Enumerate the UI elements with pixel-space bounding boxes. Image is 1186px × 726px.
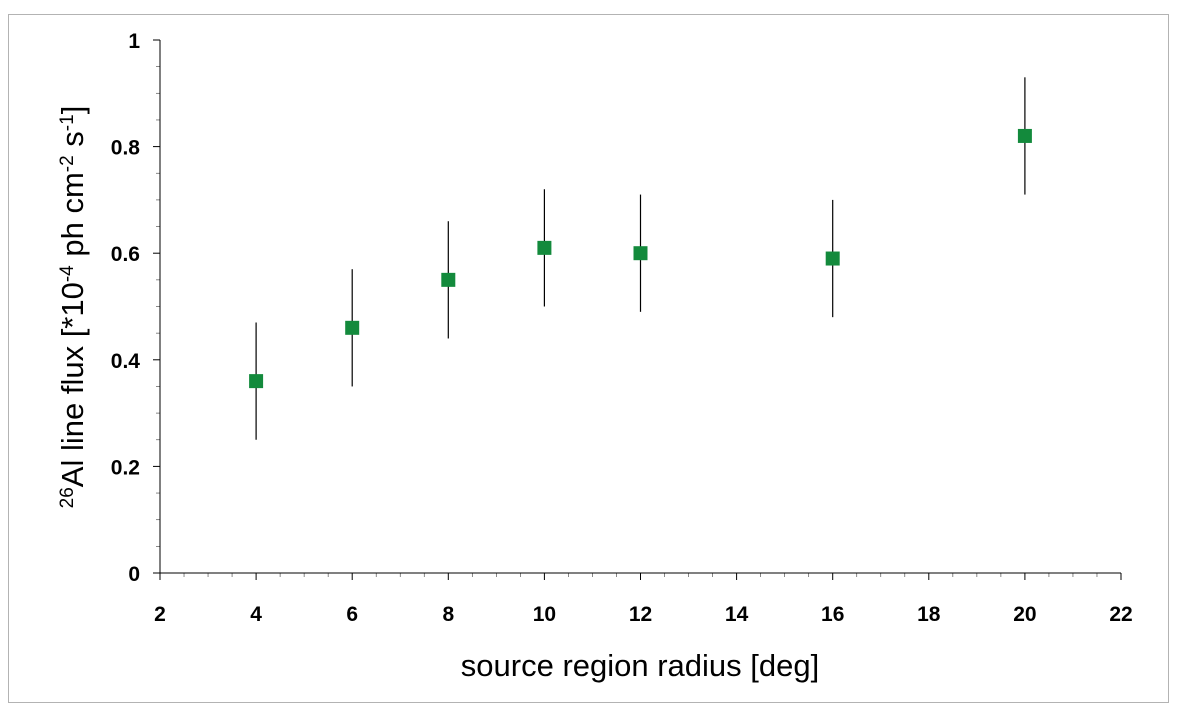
data-point [1017,128,1032,143]
x-tick-labels: 2 4 6 8 10 12 14 16 18 20 22 [154,603,1133,626]
minor-ticks [156,66,1098,577]
data-point [441,272,456,287]
data-point [345,320,360,335]
x-tick-label: 10 [533,603,556,626]
x-tick-label: 12 [629,603,652,626]
y-tick-label: 1 [128,30,140,53]
x-tick-label: 2 [154,603,166,626]
x-tick-label: 4 [250,603,262,626]
data-point [825,251,840,266]
x-tick-label: 18 [917,603,941,626]
x-tick-label: 6 [346,603,358,626]
y-tick-label: 0.4 [111,350,141,373]
x-tick-label: 20 [1013,603,1036,626]
x-tick-label: 16 [821,603,844,626]
data-point [633,246,648,261]
y-axis-title: 26Al line flux [*10-4 ph cm-2 s-1] [55,106,90,509]
data-points [249,128,1032,389]
data-point [537,240,552,255]
x-axis-title: source region radius [deg] [461,648,819,683]
y-tick-labels: 0 0.2 0.4 0.6 0.8 1 [111,30,141,586]
chart-frame [8,14,1169,703]
y-tick-label: 0.2 [111,456,140,479]
x-tick-label: 14 [725,603,749,626]
y-tick-label: 0 [128,563,140,586]
data-point [249,374,264,389]
x-tick-label: 22 [1109,603,1132,626]
x-tick-label: 8 [442,603,454,626]
y-tick-label: 0.8 [111,137,141,160]
major-ticks [153,39,1122,580]
y-tick-label: 0.6 [111,243,140,266]
